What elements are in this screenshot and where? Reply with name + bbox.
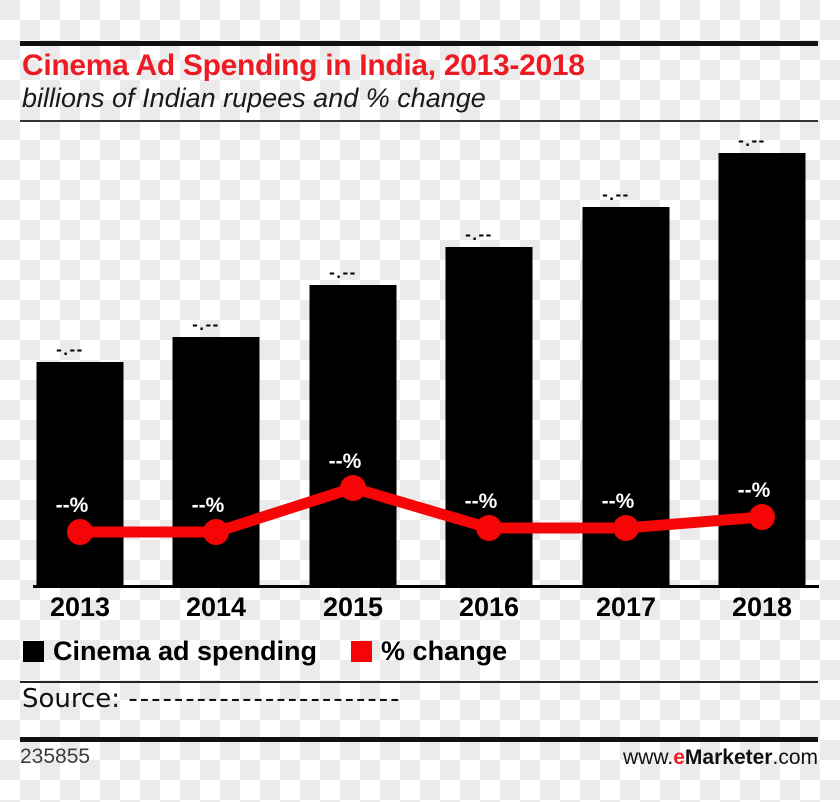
x-axis-line [33, 585, 819, 588]
line-marker [749, 504, 775, 530]
x-axis-label: 2015 [323, 592, 383, 622]
legend-label: % change [381, 636, 508, 666]
bar-value-label: -.-- [192, 315, 220, 334]
bar [36, 362, 124, 585]
source-row: Source: ------------------------ [22, 684, 402, 714]
bar [172, 337, 260, 585]
line-marker [476, 515, 502, 541]
line-value-label: --% [465, 490, 498, 513]
legend-item-cinema-ad-spending: Cinema ad spending [23, 636, 317, 667]
bar-value-label: -.-- [738, 131, 766, 150]
line-marker [613, 515, 639, 541]
line-marker [67, 519, 93, 545]
bar-value-label: -.-- [602, 185, 630, 204]
x-axis-label: 2014 [186, 592, 246, 622]
emarketer-url: www.eMarketer.com [623, 746, 818, 770]
legend-rule [20, 681, 818, 683]
bar-value-label: -.-- [329, 263, 357, 282]
line-series-swatch-icon [351, 641, 373, 662]
url-e: e [673, 746, 685, 769]
x-axis-label: 2018 [732, 592, 792, 622]
subtitle-rule [20, 120, 818, 122]
bottom-rule [20, 737, 818, 742]
bar-series-swatch-icon [23, 641, 44, 662]
x-axis-label: 2017 [596, 592, 656, 622]
source-value-redacted: ------------------------ [128, 684, 402, 714]
legend-label: Cinema ad spending [53, 636, 318, 666]
line-marker [340, 475, 366, 501]
top-rule [20, 41, 818, 46]
chart-title: Cinema Ad Spending in India, 2013-2018 [22, 49, 585, 82]
url-com: .com [772, 746, 818, 769]
x-axis-label: 2016 [459, 592, 519, 622]
pct-change-line [80, 482, 763, 538]
chart-subtitle: billions of Indian rupees and % change [22, 83, 486, 113]
legend: Cinema ad spending % change [23, 636, 507, 667]
source-label: Source: [22, 684, 121, 714]
bar-value-label: -.-- [56, 340, 84, 359]
plot-area: -.-- 2013 -.-- 2014 -.-- 2015 -.-- 2016 -.-- 2017… [33, 131, 819, 622]
bar-value-label: -.-- [465, 225, 493, 244]
x-axis-label: 2013 [50, 592, 110, 622]
line-value-label: --% [192, 494, 225, 517]
url-brand: Marketer [684, 746, 773, 769]
chart-id: 235855 [20, 745, 91, 768]
line-value-label: --% [738, 479, 771, 502]
bar [309, 285, 397, 585]
line-value-label: --% [329, 450, 362, 473]
legend-item-pct-change: % change [351, 636, 507, 667]
line-marker [203, 519, 229, 545]
line-value-label: --% [602, 490, 635, 513]
url-www: www. [623, 746, 674, 769]
line-value-label: --% [56, 494, 89, 517]
